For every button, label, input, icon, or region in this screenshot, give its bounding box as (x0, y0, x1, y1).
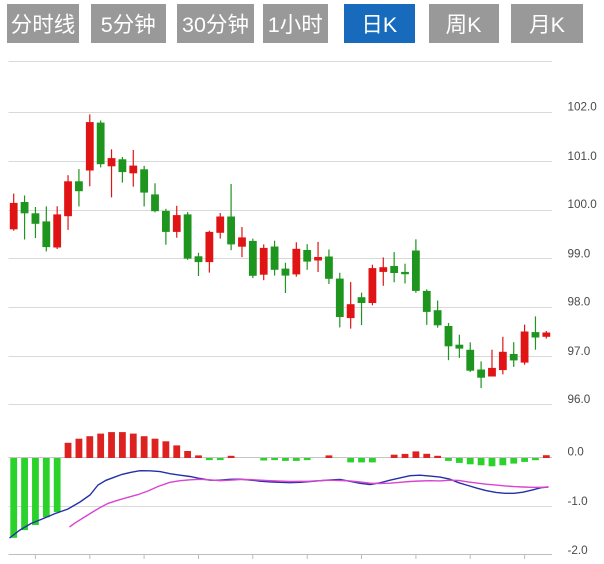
svg-text:97.0: 97.0 (568, 345, 591, 358)
svg-text:98.0: 98.0 (568, 296, 591, 309)
svg-text:99.0: 99.0 (568, 247, 591, 260)
svg-text:102.0: 102.0 (568, 101, 598, 114)
svg-text:100.0: 100.0 (568, 198, 598, 211)
svg-text:-1.0: -1.0 (568, 495, 589, 508)
svg-text:96.0: 96.0 (568, 393, 591, 406)
svg-text:0.0: 0.0 (568, 446, 585, 459)
svg-text:101.0: 101.0 (568, 150, 598, 163)
svg-text:-2.0: -2.0 (568, 544, 589, 557)
